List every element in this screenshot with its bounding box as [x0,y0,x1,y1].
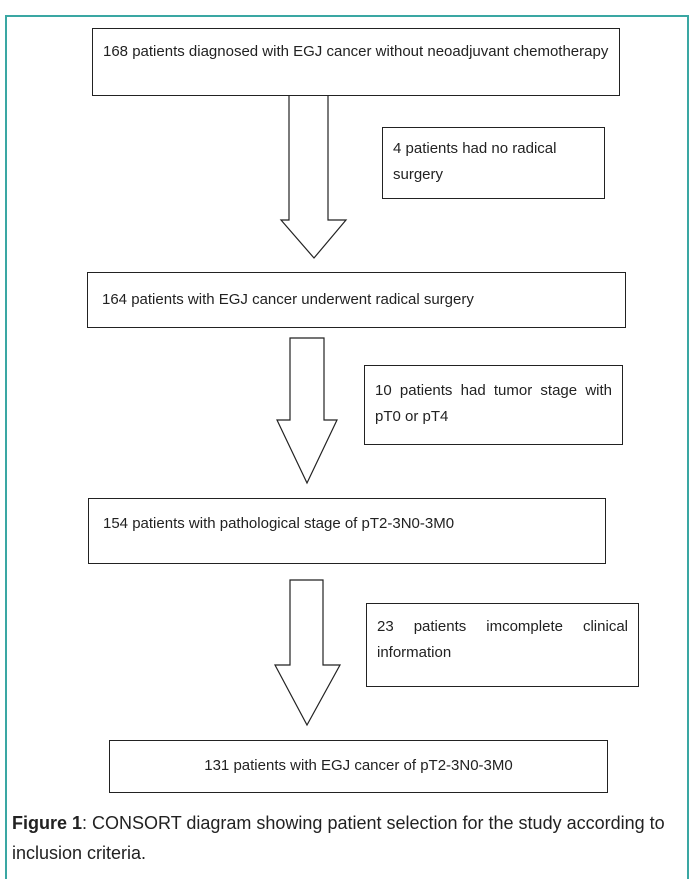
step-box: 154 patients with pathological stage of … [88,498,606,564]
caption-label: Figure 1 [12,813,83,833]
arrow [274,579,342,727]
exclusion-box: 23 patients imcomplete clinical informat… [366,603,639,687]
figure-frame [5,15,689,879]
exclusion-box: 4 patients had no radical surgery [382,127,605,199]
figure-caption: Figure 1: CONSORT diagram showing patien… [12,808,684,868]
arrow [276,337,338,485]
step-box: 164 patients with EGJ cancer underwent r… [87,272,626,328]
exclusion-box: 10 patients had tumor stage with pT0 or … [364,365,623,445]
step-box: 131 patients with EGJ cancer of pT2-3N0-… [109,740,608,793]
arrow [279,79,348,259]
step-box: 168 patients diagnosed with EGJ cancer w… [92,28,620,96]
caption-text: : CONSORT diagram showing patient select… [12,813,665,863]
